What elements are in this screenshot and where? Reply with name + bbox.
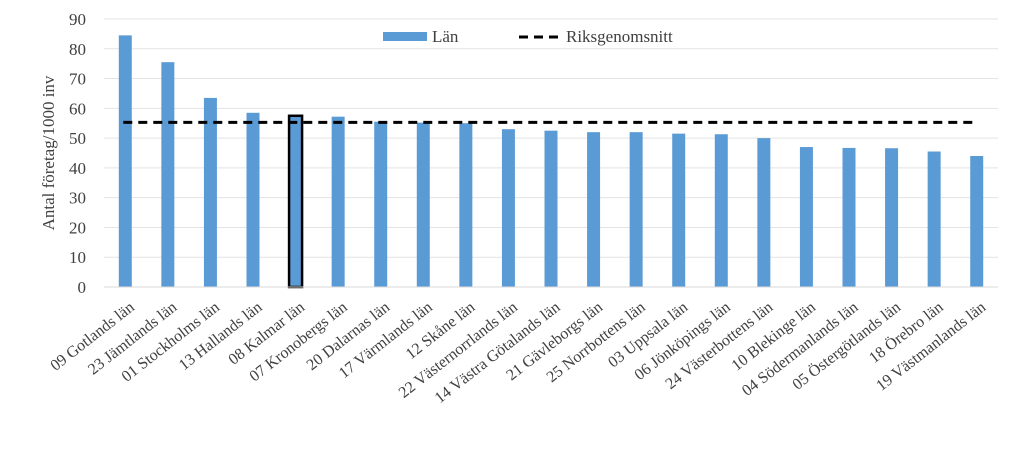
bar [118, 35, 132, 287]
legend-swatch-bars [383, 32, 427, 41]
bar [927, 151, 941, 287]
bar [416, 122, 430, 287]
y-tick-label: 20 [69, 218, 86, 237]
bar [203, 97, 217, 288]
bar [970, 155, 984, 287]
legend-label-reference: Riksgenomsnitt [566, 27, 673, 46]
y-tick-label: 80 [69, 40, 86, 59]
y-tick-label: 10 [69, 248, 86, 267]
bar [331, 116, 345, 287]
y-tick-label: 30 [69, 189, 86, 208]
bars [118, 35, 984, 289]
y-tick-label: 0 [78, 278, 87, 297]
y-tick-label: 90 [69, 10, 86, 29]
bar [161, 62, 175, 287]
bar [374, 121, 388, 287]
y-tick-label: 70 [69, 70, 86, 89]
legend-label-bars: Län [432, 27, 459, 46]
bar [885, 148, 899, 287]
y-axis-ticks: 0 10 20 30 40 50 60 70 80 90 [69, 10, 86, 297]
bar [501, 129, 515, 287]
bar [246, 112, 260, 287]
bar [842, 147, 856, 287]
y-tick-label: 60 [69, 99, 86, 118]
bar [587, 132, 601, 287]
y-tick-label: 40 [69, 159, 86, 178]
y-axis-label: Antal företag/1000 inv [39, 75, 58, 230]
bar [757, 138, 771, 287]
bar [459, 123, 473, 287]
bar [544, 130, 558, 287]
bar [714, 134, 728, 287]
bar [799, 147, 813, 287]
bar [672, 133, 686, 287]
legend: Län Riksgenomsnitt [383, 27, 673, 46]
bar-highlighted [287, 114, 304, 289]
bar [629, 132, 643, 287]
y-tick-label: 50 [69, 129, 86, 148]
